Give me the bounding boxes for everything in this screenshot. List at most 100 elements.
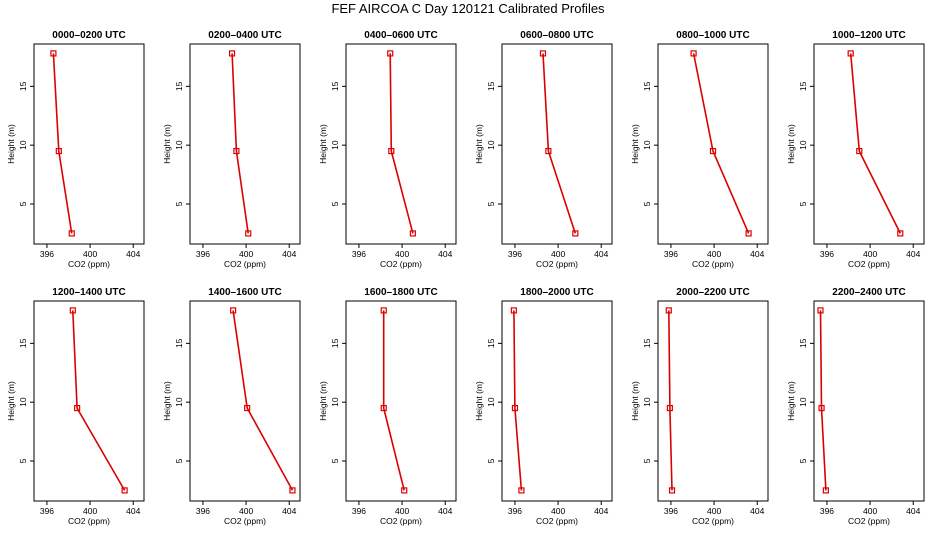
data-point — [380, 404, 387, 412]
y-tick-label: 15 — [642, 81, 652, 91]
y-tick-label: 15 — [798, 81, 808, 91]
plot-frame — [657, 43, 769, 245]
x-axis-label: CO2 (ppm) — [224, 259, 266, 269]
data-point — [245, 230, 252, 237]
profile-line — [849, 53, 902, 234]
y-tick-label: 5 — [642, 201, 652, 206]
data-point — [745, 230, 752, 237]
x-tick-label: 400 — [83, 506, 97, 516]
y-tick-label: 10 — [798, 397, 808, 407]
x-tick-label: 396 — [820, 249, 834, 259]
plot-frame — [813, 300, 925, 502]
x-tick-label: 404 — [750, 506, 764, 516]
data-point — [856, 147, 863, 155]
panel-title: 0200–0400 UTC — [208, 30, 281, 41]
y-tick-label: 10 — [642, 397, 652, 407]
panel-title: 1400–1600 UTC — [208, 287, 281, 298]
x-tick-label: 396 — [664, 506, 678, 516]
data-point — [572, 230, 579, 237]
profile-line — [692, 53, 750, 234]
x-tick-label: 396 — [40, 506, 54, 516]
plot-frame — [33, 43, 145, 245]
y-tick-label: 15 — [642, 338, 652, 348]
x-tick-label: 400 — [863, 249, 877, 259]
x-tick-label: 396 — [352, 506, 366, 516]
y-axis-label: Height (m) — [786, 381, 796, 421]
data-point — [228, 50, 236, 57]
data-point — [74, 404, 81, 412]
y-tick-label: 15 — [330, 338, 340, 348]
x-axis-label: CO2 (ppm) — [848, 516, 890, 526]
panel-title: 0400–0600 UTC — [364, 30, 437, 41]
data-point — [511, 404, 519, 412]
panel-7: 1200–1400 UTC 396 400 404 CO2 (ppm) 5 10 15 Heig… — [6, 287, 145, 526]
x-tick-label: 400 — [239, 249, 253, 259]
panel-10: 1800–2000 UTC 396 400 404 CO2 (ppm) 5 10 15 Heig… — [474, 287, 613, 526]
panel-title: 0000–0200 UTC — [52, 30, 125, 41]
y-tick-label: 15 — [18, 81, 28, 91]
y-tick-label: 5 — [330, 458, 340, 463]
y-tick-label: 5 — [330, 201, 340, 206]
y-tick-label: 15 — [174, 81, 184, 91]
x-tick-label: 404 — [750, 249, 764, 259]
y-tick-label: 10 — [642, 140, 652, 150]
data-point — [69, 307, 76, 314]
profile-line — [232, 310, 294, 491]
x-tick-label: 400 — [551, 506, 565, 516]
panel-title: 1000–1200 UTC — [832, 30, 905, 41]
data-point — [388, 147, 395, 155]
x-tick-label: 396 — [508, 506, 522, 516]
x-tick-label: 396 — [40, 249, 54, 259]
x-tick-label: 404 — [126, 506, 140, 516]
data-point — [897, 230, 904, 237]
y-tick-label: 15 — [18, 338, 28, 348]
y-tick-label: 5 — [18, 458, 28, 463]
panel-6: 1000–1200 UTC 396 400 404 CO2 (ppm) 5 10 15 Heig… — [786, 30, 925, 269]
panel-title: 2000–2200 UTC — [676, 287, 749, 298]
x-tick-label: 400 — [395, 506, 409, 516]
profile-line — [389, 53, 414, 234]
x-axis-label: CO2 (ppm) — [224, 516, 266, 526]
panel-title: 1200–1400 UTC — [52, 287, 125, 298]
data-point — [847, 50, 854, 57]
panel-title: 0800–1000 UTC — [676, 30, 749, 41]
data-point — [55, 147, 62, 155]
data-point — [409, 230, 416, 237]
data-point — [510, 307, 517, 314]
y-tick-label: 10 — [174, 140, 184, 150]
profile-line — [52, 53, 73, 234]
x-axis-label: CO2 (ppm) — [380, 259, 422, 269]
x-tick-label: 396 — [196, 506, 210, 516]
y-axis-label: Height (m) — [6, 124, 16, 164]
x-tick-label: 396 — [664, 249, 678, 259]
data-point — [666, 404, 673, 412]
data-point — [545, 147, 552, 155]
x-tick-label: 404 — [906, 506, 920, 516]
data-point — [50, 50, 57, 57]
y-tick-label: 10 — [18, 397, 28, 407]
y-tick-label: 10 — [330, 397, 340, 407]
y-tick-label: 15 — [486, 338, 496, 348]
data-point — [709, 147, 717, 155]
panel-title: 1600–1800 UTC — [364, 287, 437, 298]
x-tick-label: 404 — [126, 249, 140, 259]
data-point — [401, 487, 408, 494]
y-tick-label: 5 — [642, 458, 652, 463]
data-point — [289, 487, 296, 494]
plot-frame — [657, 300, 769, 502]
data-point — [822, 487, 829, 494]
data-point — [518, 487, 525, 494]
data-point — [668, 487, 676, 494]
data-point — [387, 50, 394, 57]
y-axis-label: Height (m) — [6, 381, 16, 421]
data-point — [230, 307, 237, 314]
x-tick-label: 400 — [395, 249, 409, 259]
profile-line — [231, 53, 249, 234]
x-axis-label: CO2 (ppm) — [848, 259, 890, 269]
x-tick-label: 404 — [438, 506, 452, 516]
y-tick-label: 5 — [798, 201, 808, 206]
figure-title: FEF AIRCOA C Day 120121 Calibrated Profi… — [331, 1, 605, 16]
x-tick-label: 400 — [83, 249, 97, 259]
